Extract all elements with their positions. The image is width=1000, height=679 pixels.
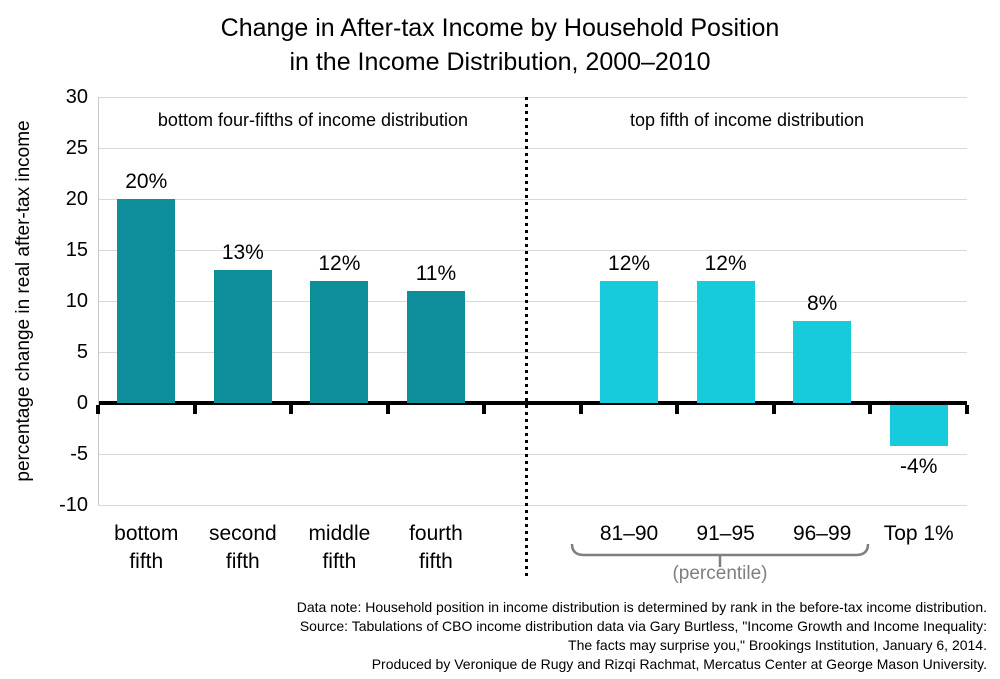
bar-value-label: 8% <box>806 292 838 316</box>
bar <box>600 280 659 403</box>
x-axis-category-label: second fifth <box>208 522 277 573</box>
gridline <box>98 148 967 149</box>
x-axis-tick-mark <box>289 405 294 414</box>
bar <box>310 280 369 403</box>
bar-value-label: 12% <box>318 251 361 275</box>
bar-value-label: 12% <box>704 251 747 275</box>
footer-line: Source: Tabulations of CBO income distri… <box>299 618 987 634</box>
gridline <box>98 199 967 200</box>
percentile-label: (percentile) <box>672 563 768 584</box>
x-axis-tick-mark <box>675 405 680 414</box>
bar-value-label: 11% <box>415 261 457 285</box>
y-tick-label: 25 <box>65 137 88 159</box>
y-tick-label: 15 <box>65 239 88 261</box>
bar-value-label: -4% <box>900 454 938 478</box>
y-tick-label: -10 <box>59 494 88 516</box>
x-axis-category-label: bottom fifth <box>114 522 179 573</box>
x-axis-tick-mark <box>192 405 197 414</box>
x-axis-tick-mark <box>96 405 100 414</box>
bar-value-label: 12% <box>608 251 651 275</box>
y-tick-label: 20 <box>65 188 88 210</box>
bar-value-label: 13% <box>221 241 264 265</box>
gridline <box>98 454 967 455</box>
gridline <box>98 301 967 302</box>
y-axis-line <box>98 97 99 505</box>
bar <box>406 290 465 403</box>
x-axis-tick-mark <box>771 405 776 414</box>
gridline <box>98 250 967 251</box>
x-axis-category-label: middle fifth <box>308 522 371 573</box>
y-tick-label: 0 <box>76 392 88 414</box>
x-axis-tick-mark <box>868 405 873 414</box>
gridline <box>98 352 967 353</box>
x-axis-category-label: 91–95 <box>696 522 755 545</box>
gridline <box>98 505 967 506</box>
footer-note: Data note: Household position in income … <box>297 598 987 674</box>
footer-line: The facts may surprise you," Brookings I… <box>568 637 987 653</box>
chart-title: Change in After-tax Income by Household … <box>0 11 1000 79</box>
x-axis-category-label: 96–99 <box>792 522 852 545</box>
x-axis-category-label: 81–90 <box>599 522 659 545</box>
bar <box>696 280 755 403</box>
x-axis-tick-mark <box>965 405 969 414</box>
x-axis-tick-mark <box>482 405 487 414</box>
footer-line: Data note: Household position in income … <box>296 599 987 615</box>
section-divider-dotted-line <box>525 97 528 577</box>
x-axis-tick-mark <box>578 405 583 414</box>
x-axis-zero-line <box>98 401 967 405</box>
bar <box>889 405 948 446</box>
x-axis-category-label: Top 1% <box>883 522 954 545</box>
y-tick-label: 30 <box>65 86 88 108</box>
y-tick-label: -5 <box>70 443 88 465</box>
bar <box>793 321 852 403</box>
bar <box>213 270 272 403</box>
plot-area: 20% 13% 12% 11% 12% 12% 8% -4% <box>96 97 969 506</box>
section-label-left: bottom four-fifths of income distributio… <box>157 110 469 130</box>
bar <box>117 199 176 403</box>
percentile-bracket <box>570 543 870 567</box>
x-axis-tick-mark <box>385 405 390 414</box>
chart-title-line-2: in the Income Distribution, 2000–2010 <box>289 48 711 76</box>
footer-line: Produced by Veronique de Rugy and Rizqi … <box>371 656 987 672</box>
chart-title-line-1: Change in After-tax Income by Household … <box>220 14 780 42</box>
section-label-right: top fifth of income distribution <box>629 110 865 130</box>
gridline <box>98 97 967 98</box>
x-axis-category-label: fourth fifth <box>409 522 463 573</box>
y-tick-label: 10 <box>65 290 88 312</box>
y-tick-label: 5 <box>76 341 88 363</box>
bar-value-label: 20% <box>125 170 168 193</box>
